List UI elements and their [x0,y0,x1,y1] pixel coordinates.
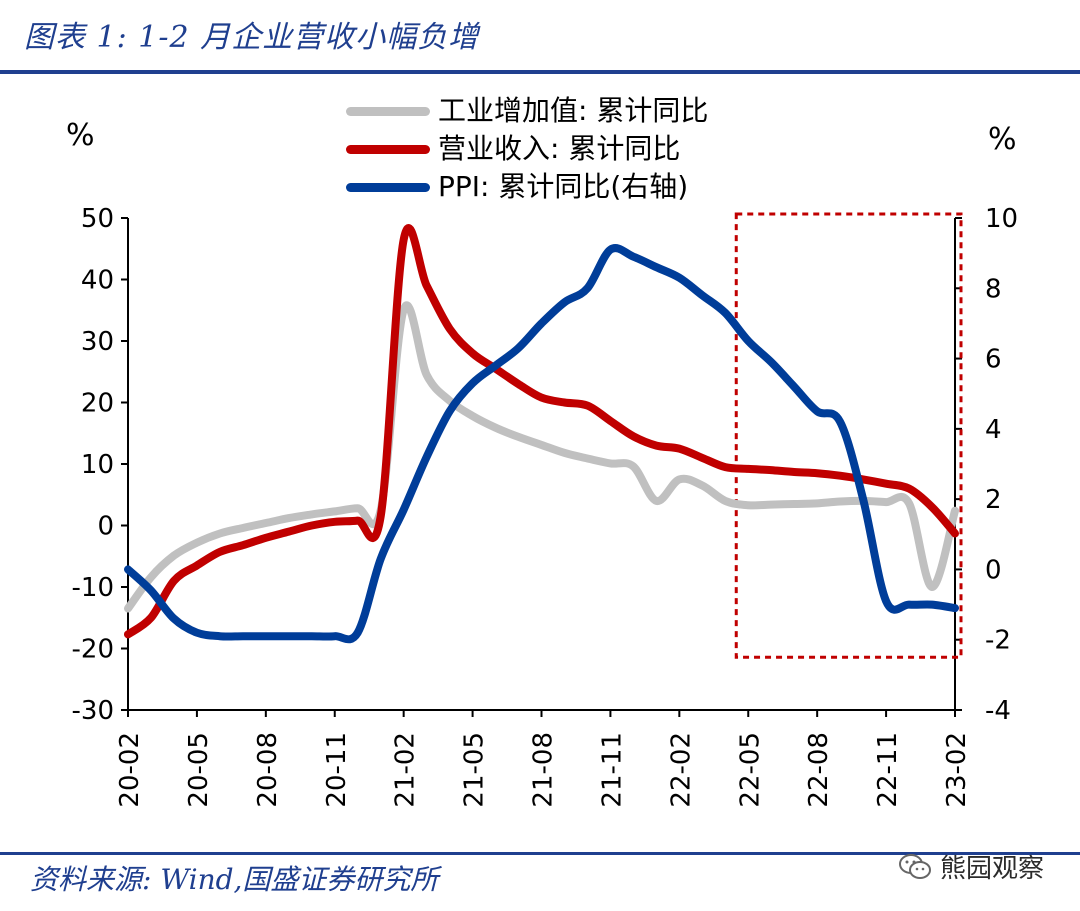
legend: 工业增加值: 累计同比 营业收入: 累计同比 PPI: 累计同比(右轴) [346,92,708,206]
watermark-text: 熊园观察 [939,854,1044,884]
y-right-tick-label: 0 [985,555,1002,585]
legend-swatch-industrial [346,106,430,116]
x-tick-label: 20-08 [253,732,283,808]
legend-label-revenue: 营业收入: 累计同比 [438,132,681,165]
y-right-tick-label: 6 [985,345,1002,375]
y-right-tick-label: -4 [985,696,1011,726]
x-tick-label: 20-02 [115,732,145,808]
legend-swatch-revenue [346,144,430,154]
source-note: 资料来源: Wind,国盛证券研究所 [30,863,439,896]
revenue-line [124,224,959,639]
x-tick-label: 22-11 [873,732,903,808]
x-tick-label: 21-05 [460,732,490,808]
legend-item-industrial: 工业增加值: 累计同比 [346,92,708,130]
y-left-tick-label: 50 [81,204,114,234]
y-right-tick-label: 10 [985,204,1018,234]
y-left-tick-label: -30 [72,696,114,726]
x-tick-label: 22-05 [735,732,765,808]
y-left-tick-label: 40 [81,266,114,296]
y-left-tick-label: -20 [72,635,114,665]
wechat-icon [898,853,931,879]
chart-title: 图表 1: 1-2 月企业营收小幅负增 [24,20,480,55]
y-right-tick-label: 4 [985,415,1002,445]
x-tick-label: 21-08 [529,732,559,808]
y-right-tick-label: 8 [985,274,1002,304]
x-tick-label: 22-02 [666,732,696,808]
top-rule [0,70,1080,74]
y-left-tick-label: 20 [81,389,114,419]
industrial-output-line [124,301,959,613]
legend-item-ppi: PPI: 累计同比(右轴) [346,168,708,206]
x-tick-label: 21-02 [391,732,421,808]
ppi-line [124,244,959,644]
legend-label-ppi: PPI: 累计同比(右轴) [438,170,689,203]
x-tick-label: 21-11 [597,732,627,808]
bottom-rule [0,852,1080,855]
highlight-box [734,212,963,659]
x-tick-label: 23-02 [942,732,972,808]
x-tick-label: 20-05 [184,732,214,808]
y-right-tick-label: 2 [985,485,1002,515]
x-tick-label: 20-11 [322,732,352,808]
watermark: 熊园观察 [898,848,1044,885]
y-left-tick-label: 0 [97,512,114,542]
y-right-tick-label: -2 [985,626,1011,656]
y-left-tick-label: 30 [81,327,114,357]
y-left-tick-label: -10 [72,573,114,603]
legend-swatch-ppi [346,182,430,192]
left-axis-unit: % [66,118,95,153]
y-left-tick-label: 10 [81,450,114,480]
legend-label-industrial: 工业增加值: 累计同比 [438,94,709,127]
right-axis-unit: % [988,122,1017,157]
legend-item-revenue: 营业收入: 累计同比 [346,130,708,168]
x-tick-label: 22-08 [804,732,834,808]
